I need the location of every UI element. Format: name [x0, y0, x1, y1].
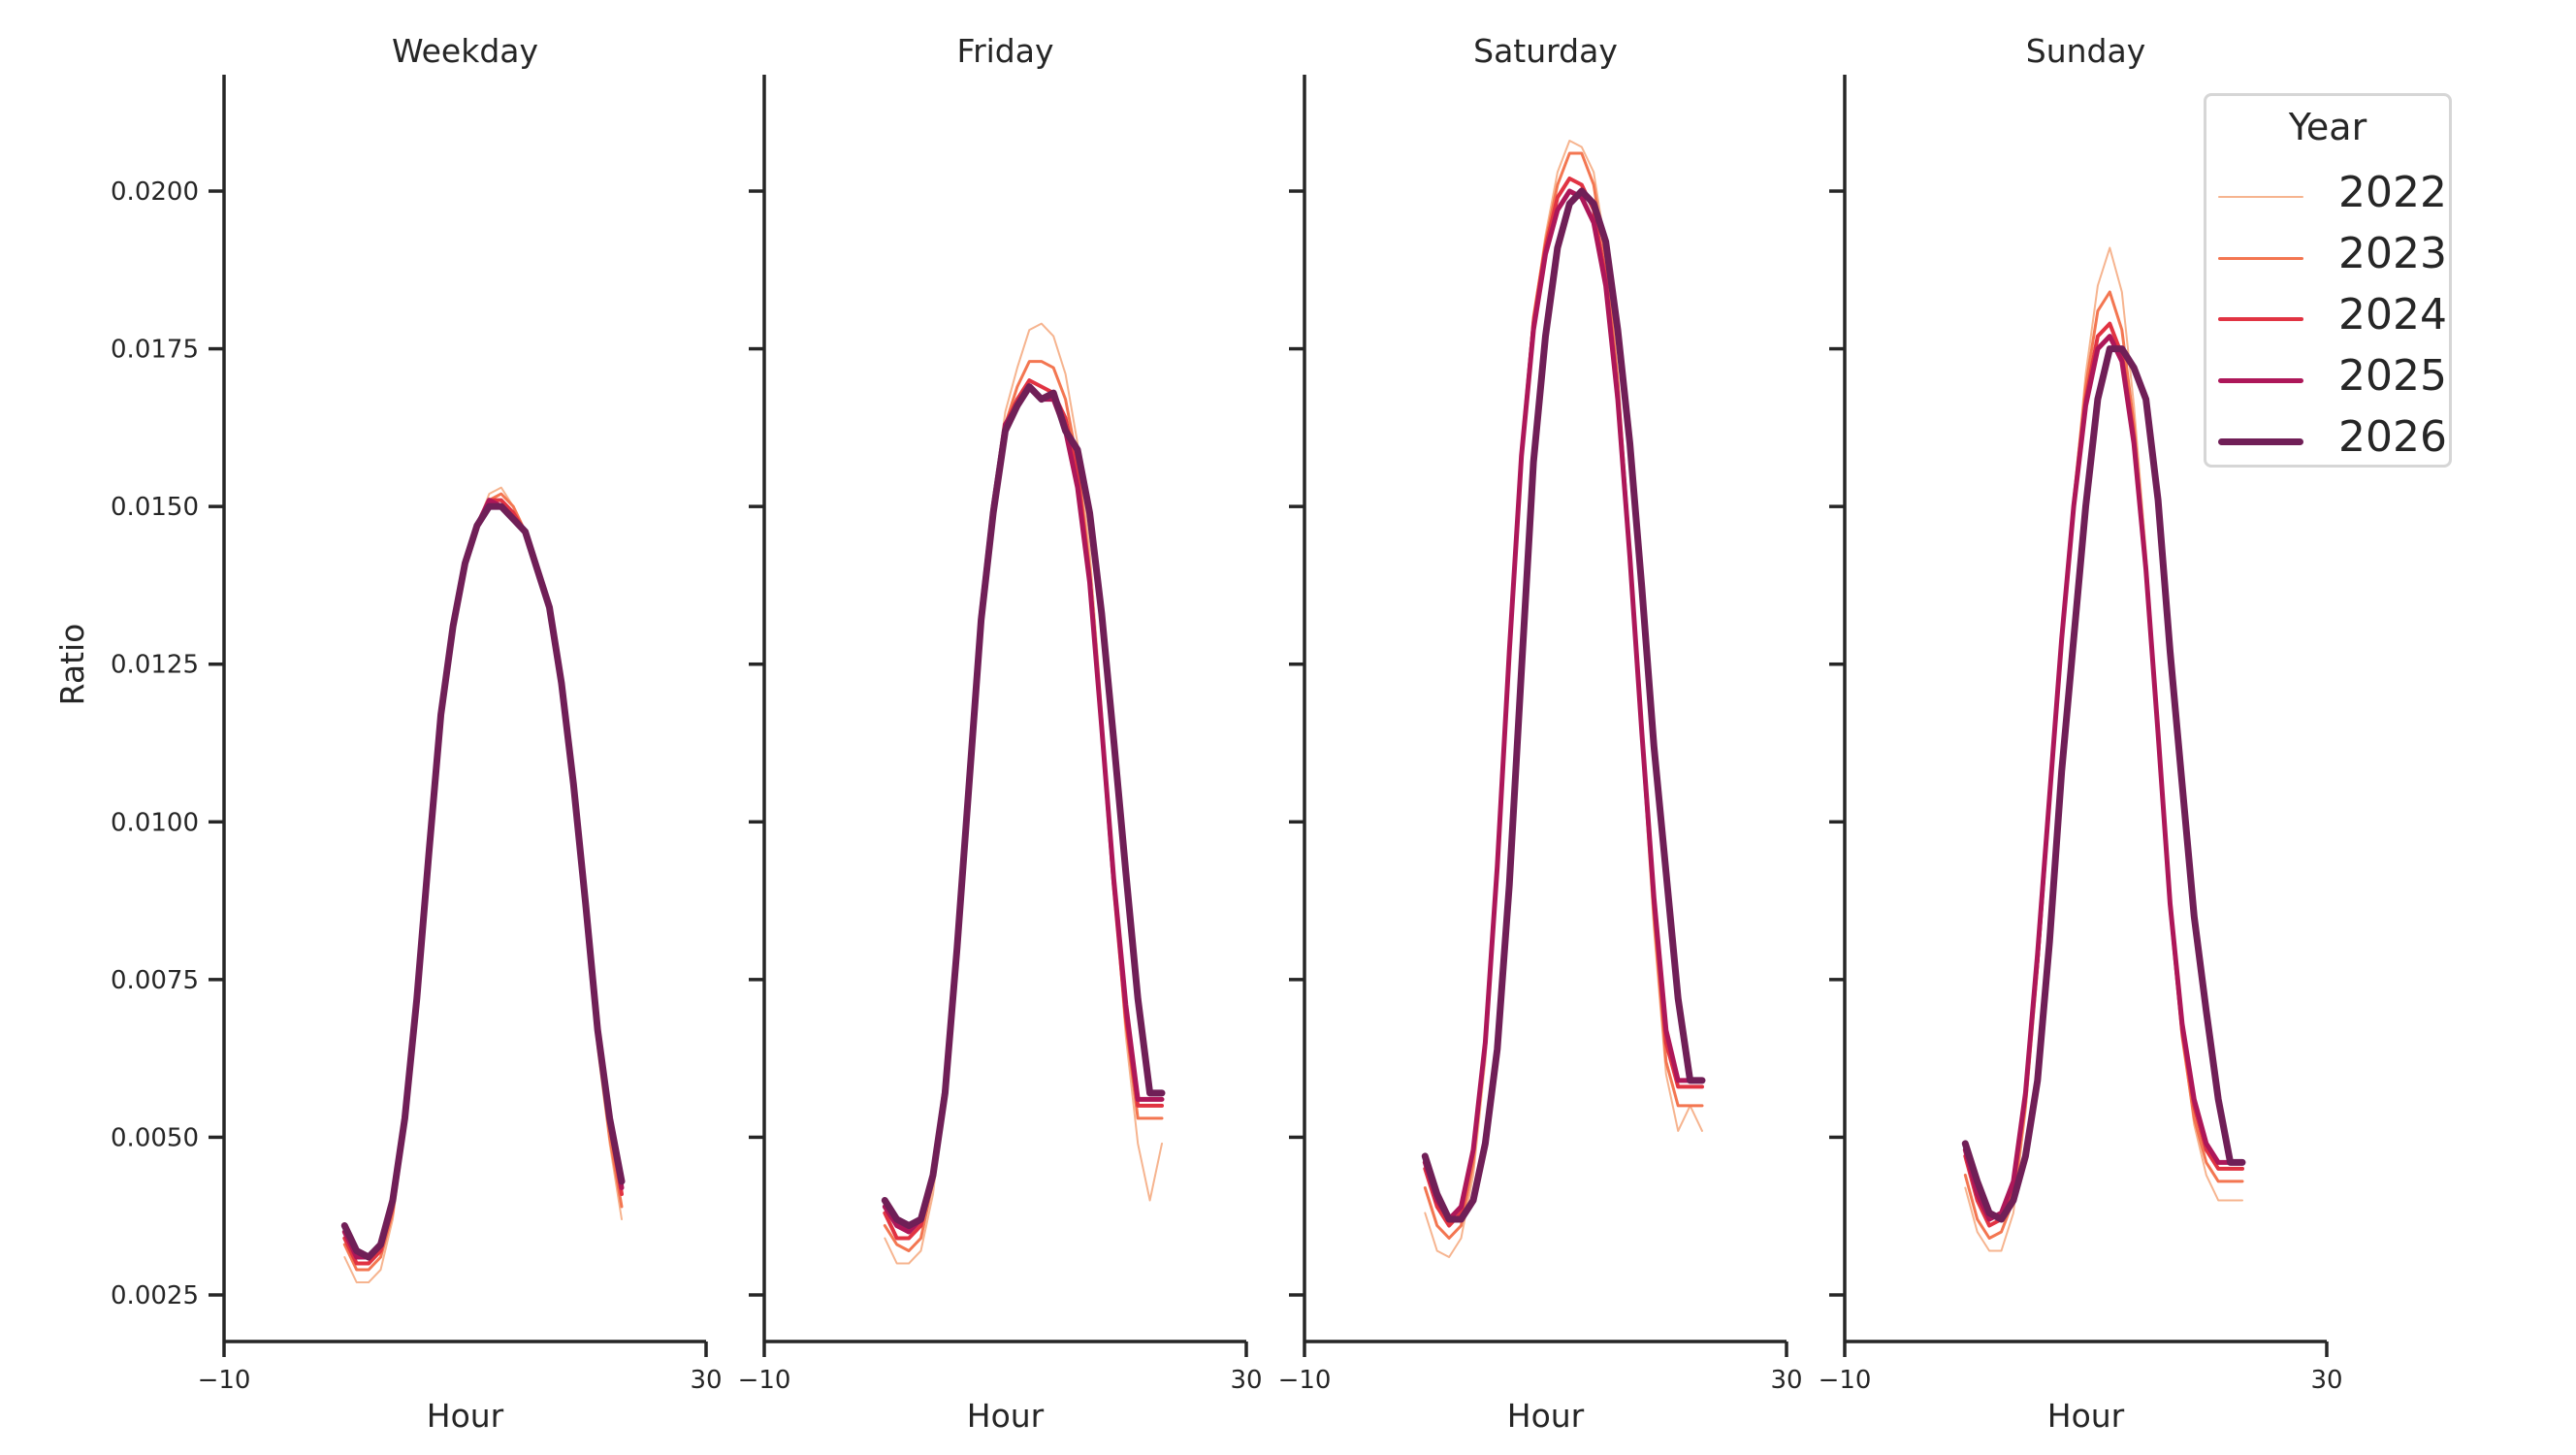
series-line-2023	[1963, 290, 2244, 1240]
x-tick-label: −10	[198, 1366, 251, 1395]
x-axis-label: Hour	[427, 1397, 504, 1435]
legend-item-2023: 2023	[2218, 229, 2447, 278]
series-line-2023	[1423, 151, 1704, 1240]
series-line-2026	[1421, 187, 1706, 1223]
y-axis-label: Ratio	[53, 624, 91, 706]
x-tick-label: 30	[2310, 1366, 2342, 1395]
x-axis-label: Hour	[967, 1397, 1045, 1435]
panel-title: Weekday	[392, 32, 538, 70]
y-tick-label: 0.0075	[111, 966, 199, 995]
legend-label: 2025	[2338, 351, 2447, 401]
y-tick-label: 0.0175	[111, 336, 199, 365]
y-tick-label: 0.0200	[111, 178, 199, 207]
series-line-2022	[1964, 246, 2243, 1252]
legend-item-2022: 2022	[2218, 168, 2447, 217]
x-tick-label: −10	[1819, 1366, 1872, 1395]
legend-item-2025: 2025	[2218, 351, 2447, 401]
x-tick-label: −10	[738, 1366, 791, 1395]
y-tick-label: 0.0050	[111, 1123, 199, 1152]
series-line-2025	[1962, 334, 2245, 1222]
legend-label: 2026	[2338, 412, 2447, 462]
y-tick-label: 0.0125	[111, 651, 199, 680]
x-tick-label: 30	[1770, 1366, 1802, 1395]
y-tick-label: 0.0100	[111, 808, 199, 837]
panel-title: Friday	[956, 32, 1053, 70]
series-line-2024	[1963, 321, 2244, 1228]
series-line-2022	[343, 486, 623, 1283]
x-axis-label: Hour	[2047, 1397, 2125, 1435]
series-line-2025	[1422, 188, 1705, 1222]
series-line-2026	[881, 383, 1166, 1229]
legend-label: 2024	[2338, 290, 2447, 340]
x-tick-label: 30	[690, 1366, 722, 1395]
x-tick-label: 30	[1230, 1366, 1262, 1395]
x-tick-label: −10	[1278, 1366, 1332, 1395]
legend-item-2026: 2026	[2218, 412, 2447, 462]
legend-swatch	[2218, 377, 2303, 383]
y-tick-label: 0.0150	[111, 493, 199, 522]
legend-swatch	[2218, 256, 2303, 260]
panel-title: Saturday	[1473, 32, 1618, 70]
legend-title: Year	[2288, 106, 2367, 148]
panel-title: Sunday	[2026, 32, 2145, 70]
legend-swatch	[2218, 317, 2303, 321]
legend-swatch	[2218, 437, 2303, 445]
x-axis-label: Hour	[1507, 1397, 1585, 1435]
series-line-2024	[1423, 177, 1704, 1228]
legend-swatch	[2218, 196, 2303, 198]
series-line-2022	[1424, 140, 1703, 1258]
series-line-2026	[1961, 345, 2246, 1223]
legend: Year 2022 2023 2024 2025 2026	[2204, 93, 2452, 468]
legend-item-2024: 2024	[2218, 290, 2447, 340]
series-line-2026	[340, 502, 626, 1261]
y-tick-label: 0.0025	[111, 1281, 199, 1310]
legend-label: 2023	[2338, 229, 2447, 278]
legend-label: 2022	[2338, 168, 2447, 217]
